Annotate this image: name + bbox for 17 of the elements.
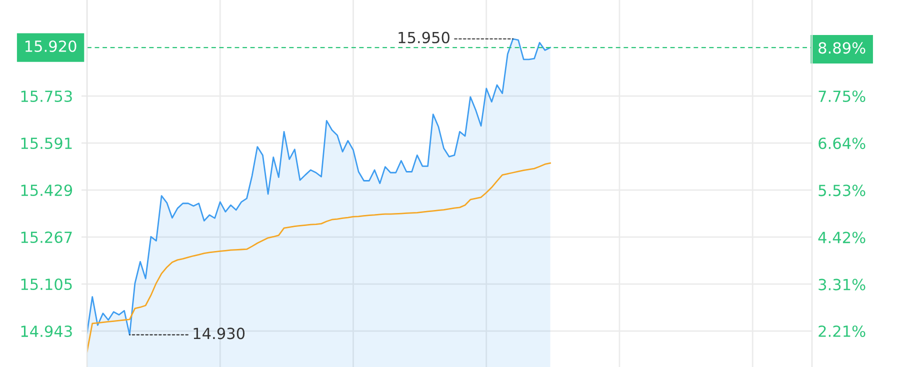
line-series — [87, 162, 551, 353]
y2-tick-label: 4.42% — [818, 232, 866, 244]
y-tick-label: 15.753 — [21, 90, 72, 102]
y2-tick-label: 3.31% — [818, 278, 866, 290]
y-tick-label: 15.267 — [21, 231, 72, 244]
y2-tick-label: 8.89% — [818, 42, 866, 54]
y-tick-label: 15.591 — [21, 137, 72, 150]
y2-tick-label: 5.53% — [818, 184, 866, 196]
y-tick-label: 14.943 — [21, 325, 72, 338]
y-tick-label: 15.429 — [21, 184, 72, 196]
y2-tick-label: 7.75% — [818, 90, 866, 102]
y-tick-label: 15.105 — [21, 278, 72, 290]
annotation: 14.930 — [194, 328, 245, 340]
y2-tick-label: 6.64% — [818, 138, 866, 150]
ref-line-label: 15.920 — [26, 40, 76, 52]
y2-tick-label: 2.21% — [818, 325, 866, 338]
annotation: 15.950 — [398, 32, 450, 44]
